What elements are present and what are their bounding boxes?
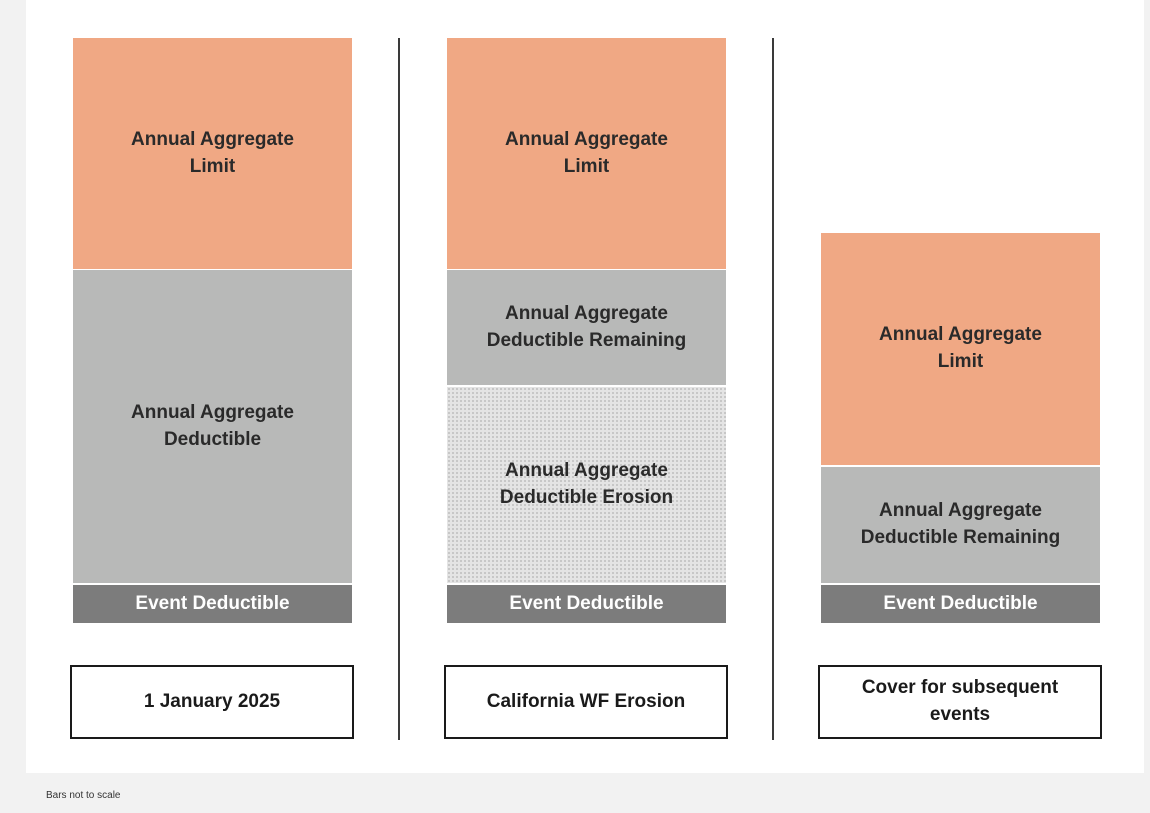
col2-erosion-block: Annual Aggregate Deductible Erosion xyxy=(447,387,726,583)
col3-caption: Cover for subsequent events xyxy=(861,677,1059,725)
divider-2 xyxy=(772,38,774,740)
col1-deductible-label: Annual Aggregate Deductible xyxy=(131,401,294,450)
col3-limit-block: Annual Aggregate Limit xyxy=(821,233,1100,465)
col2-caption-box: California WF Erosion xyxy=(444,665,728,739)
col1-limit-label: Annual Aggregate Limit xyxy=(131,128,294,177)
divider-1 xyxy=(398,38,400,740)
col3-caption-box: Cover for subsequent events xyxy=(818,665,1102,739)
col1-event-label: Event Deductible xyxy=(135,592,290,614)
col1-caption-box: 1 January 2025 xyxy=(70,665,354,739)
col1-event-deductible-block: Event Deductible xyxy=(73,585,352,623)
col2-caption: California WF Erosion xyxy=(486,690,686,712)
col2-remaining-label: Annual Aggregate Deductible Remaining xyxy=(486,302,687,351)
col1-deductible-block: Annual Aggregate Deductible xyxy=(73,270,352,583)
col1-caption: 1 January 2025 xyxy=(143,690,281,712)
col3-event-label: Event Deductible xyxy=(883,592,1038,614)
col2-remaining-block: Annual Aggregate Deductible Remaining xyxy=(447,270,726,385)
col3-remaining-block: Annual Aggregate Deductible Remaining xyxy=(821,467,1100,583)
footnote: Bars not to scale xyxy=(46,790,121,801)
col2-limit-label: Annual Aggregate Limit xyxy=(505,128,668,177)
col3-event-deductible-block: Event Deductible xyxy=(821,585,1100,623)
col2-event-label: Event Deductible xyxy=(509,592,664,614)
col3-limit-label: Annual Aggregate Limit xyxy=(879,324,1042,372)
col2-limit-block: Annual Aggregate Limit xyxy=(447,38,726,269)
col1-limit-block: Annual Aggregate Limit xyxy=(73,38,352,269)
col2-erosion-label: Annual Aggregate Deductible Erosion xyxy=(499,460,674,508)
col2-event-deductible-block: Event Deductible xyxy=(447,585,726,623)
col3-remaining-label: Annual Aggregate Deductible Remaining xyxy=(860,500,1061,548)
